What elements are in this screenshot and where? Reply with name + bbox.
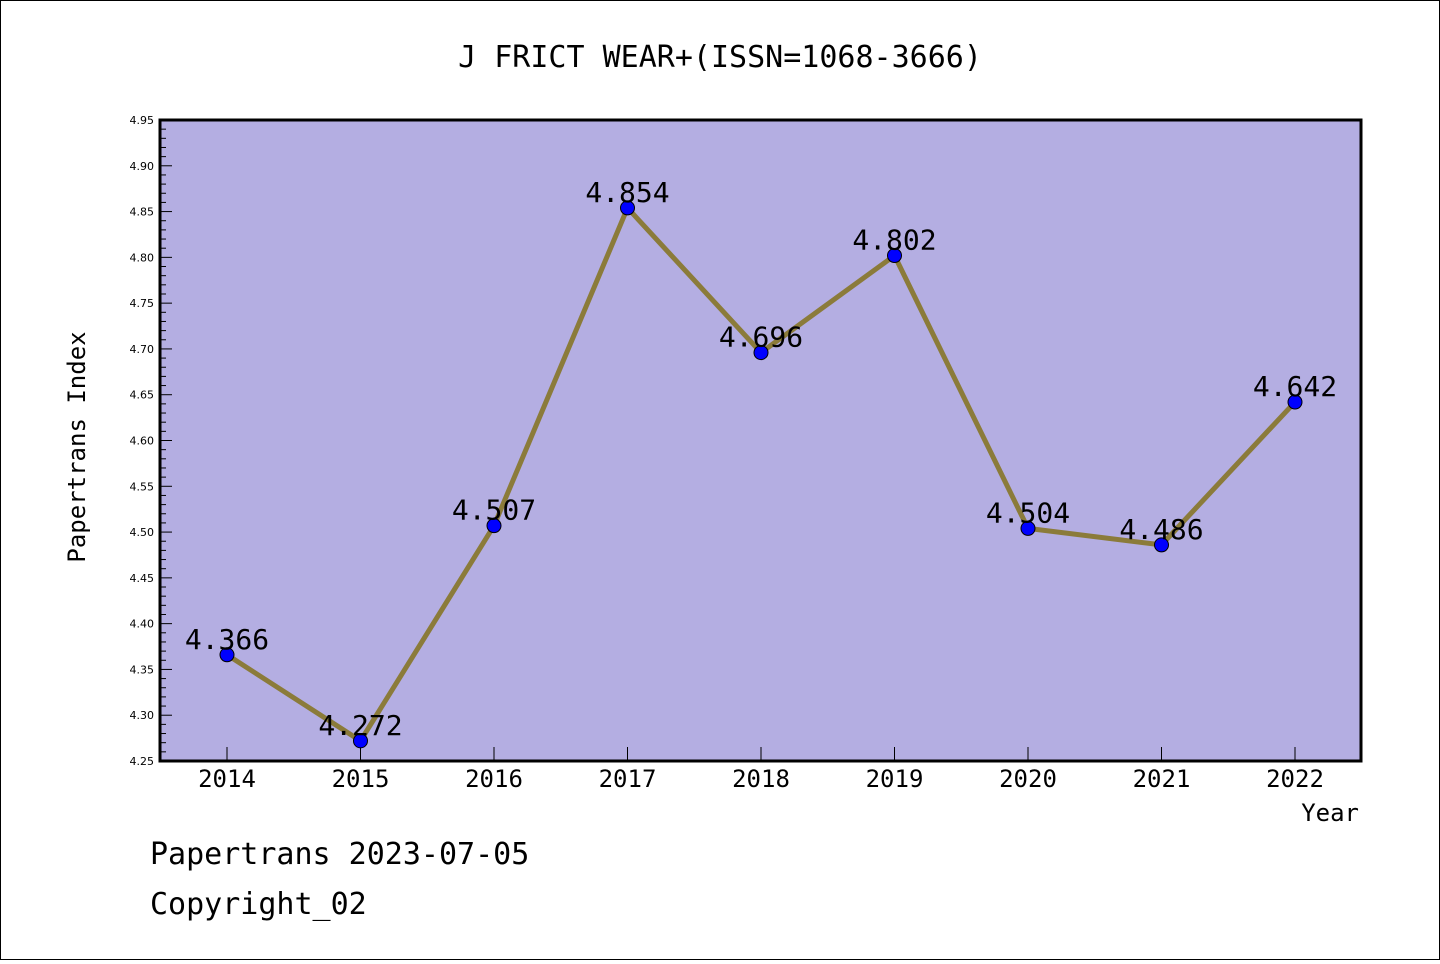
x-tick-label: 2022 bbox=[1266, 765, 1324, 793]
y-tick-label: 4.30 bbox=[130, 709, 155, 722]
data-labels: 4.366 4.272 4.507 4.854 4.696 4.802 4.504 4.486… bbox=[185, 176, 1337, 742]
x-tick-label: 2015 bbox=[332, 765, 390, 793]
y-tick-label: 4.85 bbox=[130, 206, 155, 219]
data-point-2021 bbox=[1154, 537, 1169, 553]
footer-date: Papertrans 2023-07-05 bbox=[150, 837, 529, 872]
data-label-2021: 4.486 bbox=[1119, 513, 1203, 546]
data-label-2016: 4.507 bbox=[452, 494, 536, 527]
data-point-2016 bbox=[486, 518, 502, 534]
y-tick-label: 4.80 bbox=[130, 251, 155, 264]
x-tick-label: 2017 bbox=[599, 765, 657, 793]
plot-area bbox=[158, 118, 1363, 763]
y-tick-label: 4.50 bbox=[130, 526, 155, 539]
data-point-2018 bbox=[753, 345, 769, 361]
y-tick-label: 4.90 bbox=[130, 160, 155, 173]
data-point-2019 bbox=[887, 248, 902, 264]
data-label-2018: 4.696 bbox=[719, 321, 803, 354]
data-point-2022 bbox=[1287, 394, 1303, 410]
data-point-2014 bbox=[219, 647, 235, 663]
x-tick-label: 2018 bbox=[732, 765, 790, 793]
data-label-2022: 4.642 bbox=[1253, 370, 1337, 403]
data-label-2017: 4.854 bbox=[585, 176, 669, 209]
y-tick-label: 4.40 bbox=[130, 618, 155, 631]
footer-copyright: Copyright_02 bbox=[150, 887, 367, 922]
x-tick-label: 2021 bbox=[1133, 765, 1191, 793]
data-label-2015: 4.272 bbox=[318, 709, 402, 742]
data-label-2014: 4.366 bbox=[185, 623, 269, 656]
x-tick-label: 2019 bbox=[866, 765, 924, 793]
y-tick-label: 4.25 bbox=[130, 755, 155, 768]
data-point-2015 bbox=[353, 733, 368, 749]
chart-title: J FRICT WEAR+(ISSN=1068-3666) bbox=[458, 40, 982, 75]
y-tick-label: 4.55 bbox=[130, 480, 155, 493]
x-tick-label: 2014 bbox=[198, 765, 256, 793]
data-label-2019: 4.802 bbox=[852, 224, 936, 257]
y-tick-label: 4.45 bbox=[130, 572, 155, 585]
y-tick-label: 4.70 bbox=[130, 343, 155, 356]
data-point-2020 bbox=[1020, 520, 1036, 536]
y-tick-label: 4.75 bbox=[130, 297, 155, 310]
x-axis: 2014 2015 2016 2017 2018 2019 2020 2021 2022 bbox=[198, 747, 1324, 793]
y-tick-label: 4.35 bbox=[130, 663, 155, 676]
y-tick-label: 4.65 bbox=[130, 389, 155, 402]
y-tick-label: 4.95 bbox=[130, 114, 155, 127]
x-tick-label: 2020 bbox=[999, 765, 1057, 793]
y-axis: 4.25 4.30 4.35 4.40 4.45 4.50 4.55 4.60 4.65 4.70… bbox=[130, 114, 172, 768]
y-axis-title: Papertrans Index bbox=[63, 331, 91, 562]
x-axis-title: Year bbox=[1301, 799, 1359, 827]
data-points bbox=[219, 200, 1303, 749]
data-point-2017 bbox=[620, 200, 635, 216]
data-label-2020: 4.504 bbox=[986, 496, 1070, 529]
y-tick-label: 4.60 bbox=[130, 435, 155, 448]
x-tick-label: 2016 bbox=[465, 765, 523, 793]
